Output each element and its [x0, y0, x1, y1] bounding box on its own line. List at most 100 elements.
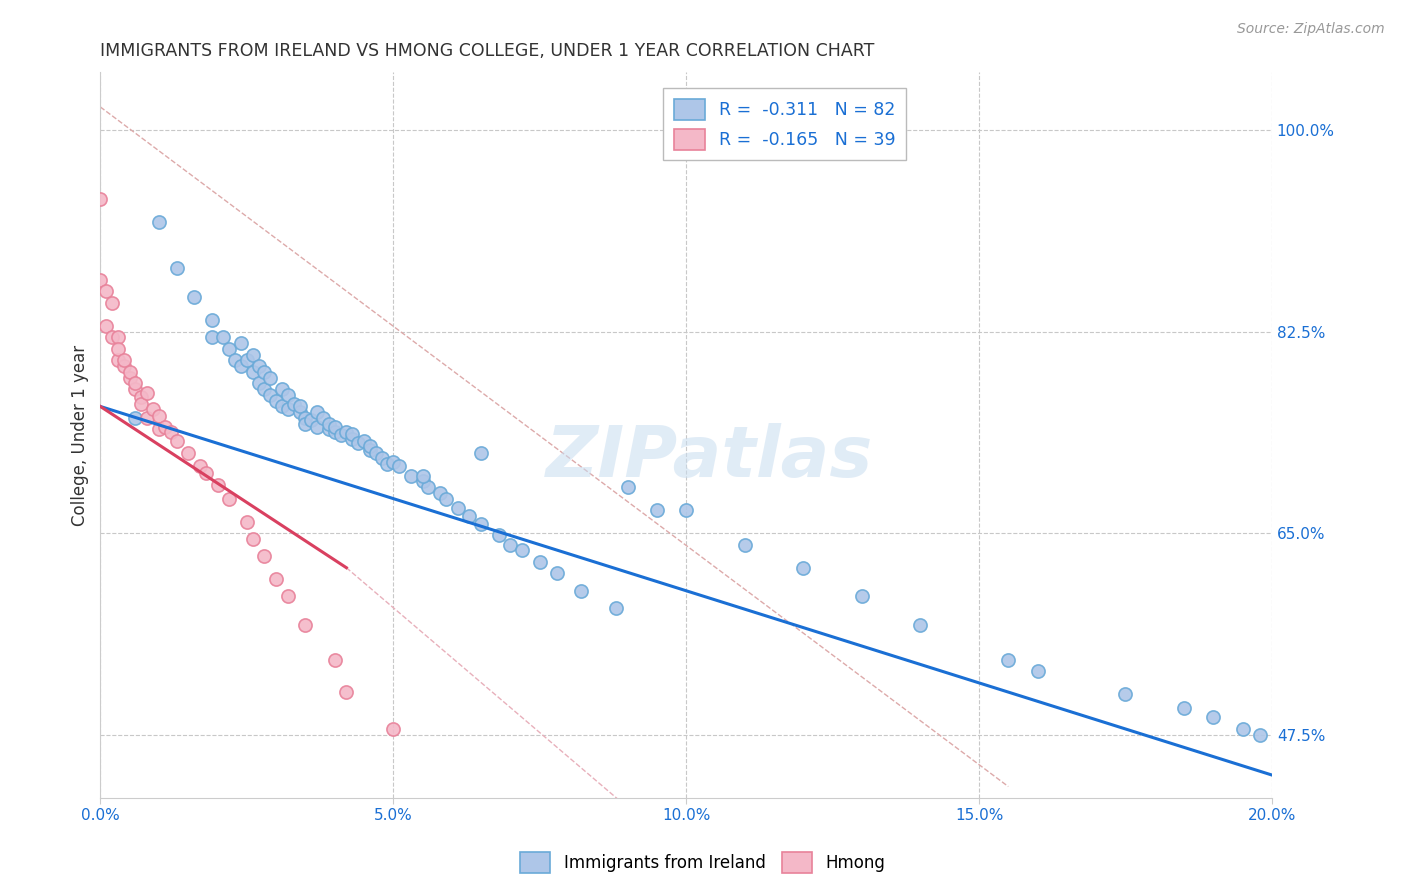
Point [323, 425, 346, 439]
Point [307, 405, 329, 419]
Point [112, 359, 135, 373]
Point [264, 393, 287, 408]
Point [294, 411, 316, 425]
Point [792, 560, 814, 574]
Point [96, 318, 118, 333]
Point [271, 382, 294, 396]
Point [434, 491, 457, 506]
Point [329, 428, 352, 442]
Point [224, 353, 246, 368]
Point [124, 376, 146, 391]
Point [318, 417, 340, 431]
Text: IMMIGRANTS FROM IRELAND VS HMONG COLLEGE, UNDER 1 YEAR CORRELATION CHART: IMMIGRANTS FROM IRELAND VS HMONG COLLEGE… [100, 42, 875, 60]
Point [148, 422, 170, 436]
Point [148, 215, 170, 229]
Point [851, 590, 873, 604]
Point [546, 566, 568, 581]
Point [499, 538, 522, 552]
Point [271, 400, 294, 414]
Point [412, 468, 434, 483]
Point [318, 422, 340, 436]
Point [218, 342, 240, 356]
Text: ZIPatlas: ZIPatlas [546, 423, 873, 491]
Point [997, 653, 1019, 667]
Point [323, 420, 346, 434]
Point [177, 445, 200, 459]
Point [288, 405, 311, 419]
Point [264, 572, 287, 586]
Point [288, 400, 311, 414]
Point [1232, 722, 1254, 736]
Point [107, 342, 129, 356]
Point [458, 508, 481, 523]
Point [124, 411, 146, 425]
Point [277, 388, 299, 402]
Point [470, 516, 492, 531]
Point [429, 486, 451, 500]
Point [675, 503, 697, 517]
Point [159, 425, 181, 439]
Point [470, 445, 492, 459]
Legend: R =  -0.311   N = 82, R =  -0.165   N = 39: R = -0.311 N = 82, R = -0.165 N = 39 [664, 88, 905, 161]
Point [253, 382, 276, 396]
Point [218, 491, 240, 506]
Point [188, 459, 211, 474]
Point [488, 528, 510, 542]
Point [194, 467, 217, 481]
Point [247, 376, 270, 391]
Y-axis label: College, Under 1 year: College, Under 1 year [72, 344, 89, 525]
Point [136, 385, 159, 400]
Point [242, 348, 264, 362]
Point [148, 409, 170, 423]
Point [616, 480, 638, 494]
Point [1114, 687, 1136, 701]
Point [1249, 728, 1271, 742]
Point [96, 285, 118, 299]
Point [388, 459, 411, 474]
Point [201, 330, 224, 344]
Point [412, 475, 434, 489]
Point [510, 543, 533, 558]
Point [124, 382, 146, 396]
Point [342, 427, 364, 442]
Point [1026, 665, 1049, 679]
Point [335, 425, 357, 439]
Point [734, 538, 756, 552]
Point [335, 685, 357, 699]
Point [101, 330, 124, 344]
Point [377, 457, 399, 471]
Point [229, 359, 252, 373]
Point [166, 261, 188, 276]
Point [136, 411, 159, 425]
Point [1202, 710, 1225, 724]
Point [242, 532, 264, 546]
Point [107, 353, 129, 368]
Point [112, 353, 135, 368]
Point [364, 445, 387, 459]
Point [242, 365, 264, 379]
Point [236, 353, 259, 368]
Point [101, 295, 124, 310]
Point [207, 477, 229, 491]
Point [277, 590, 299, 604]
Point [166, 434, 188, 448]
Point [118, 370, 141, 384]
Point [153, 420, 176, 434]
Point [183, 290, 205, 304]
Point [283, 397, 305, 411]
Point [131, 397, 153, 411]
Point [212, 330, 235, 344]
Point [201, 313, 224, 327]
Point [299, 413, 322, 427]
Point [118, 365, 141, 379]
Point [382, 722, 405, 736]
Point [259, 370, 281, 384]
Point [277, 401, 299, 416]
Text: Source: ZipAtlas.com: Source: ZipAtlas.com [1237, 22, 1385, 37]
Point [418, 480, 440, 494]
Point [569, 583, 592, 598]
Point [1173, 701, 1195, 715]
Point [236, 515, 259, 529]
Point [910, 618, 932, 632]
Point [342, 432, 364, 446]
